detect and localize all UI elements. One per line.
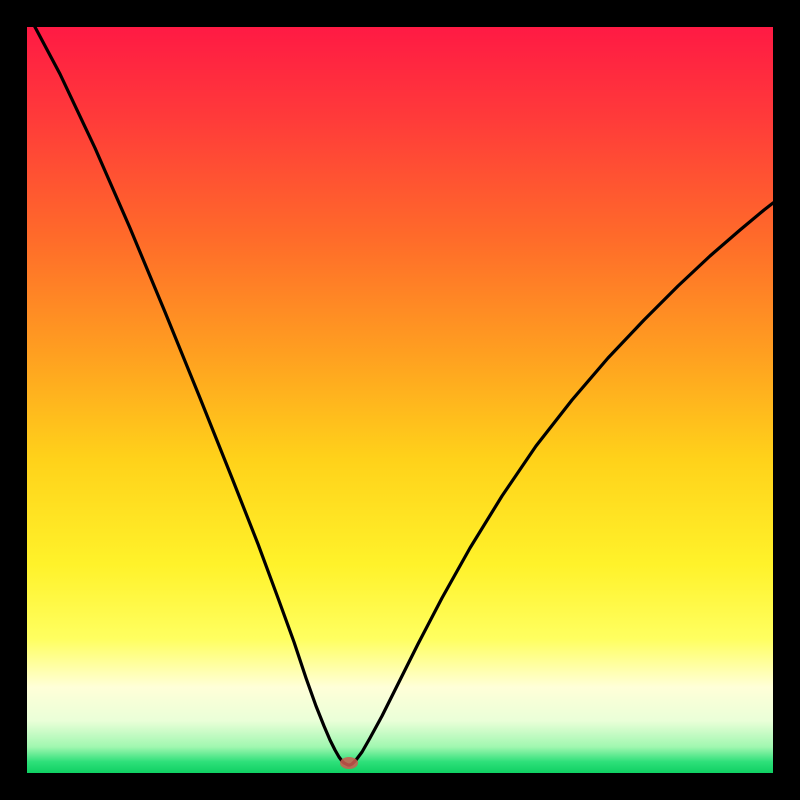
chart-root: TheBottleneck.com bbox=[0, 0, 800, 800]
chart-svg bbox=[0, 0, 800, 800]
watermark-text: TheBottleneck.com bbox=[600, 4, 786, 29]
plot-area bbox=[27, 27, 773, 773]
minimum-marker bbox=[340, 757, 358, 769]
